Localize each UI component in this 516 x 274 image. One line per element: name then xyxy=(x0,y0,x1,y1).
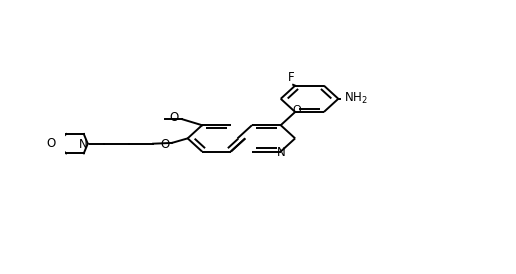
Text: O: O xyxy=(169,111,179,124)
Text: O: O xyxy=(46,137,55,150)
Text: N: N xyxy=(79,138,88,151)
Text: O: O xyxy=(160,138,170,151)
Text: NH$_2$: NH$_2$ xyxy=(344,91,368,106)
Text: O: O xyxy=(292,105,301,115)
Text: N: N xyxy=(277,146,286,159)
Text: F: F xyxy=(288,70,295,84)
